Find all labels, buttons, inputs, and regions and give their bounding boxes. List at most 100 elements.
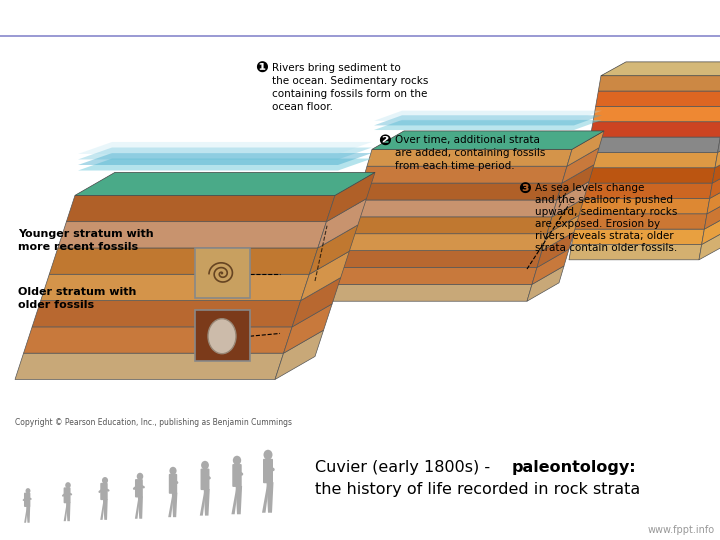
Polygon shape (342, 234, 547, 251)
FancyBboxPatch shape (24, 492, 30, 507)
Polygon shape (537, 232, 574, 267)
Polygon shape (562, 148, 599, 183)
Polygon shape (332, 267, 537, 285)
Polygon shape (374, 120, 602, 130)
FancyBboxPatch shape (168, 474, 177, 494)
Text: www.fppt.info: www.fppt.info (648, 525, 715, 535)
Polygon shape (542, 215, 579, 251)
FancyBboxPatch shape (263, 459, 273, 483)
Text: paleontology:: paleontology: (512, 460, 636, 475)
Polygon shape (527, 266, 564, 301)
Text: and the sealloor is pushed: and the sealloor is pushed (535, 195, 673, 205)
Ellipse shape (66, 482, 71, 488)
Ellipse shape (102, 477, 108, 484)
FancyBboxPatch shape (135, 479, 143, 497)
Ellipse shape (208, 319, 236, 354)
Polygon shape (710, 169, 720, 198)
Polygon shape (326, 172, 375, 221)
Polygon shape (601, 62, 720, 76)
Text: Cuvier (early 1800s) -: Cuvier (early 1800s) - (315, 460, 495, 475)
Polygon shape (24, 327, 292, 353)
Polygon shape (318, 199, 366, 248)
Polygon shape (275, 330, 323, 380)
Text: ❷: ❷ (378, 133, 391, 147)
Polygon shape (195, 248, 250, 299)
Text: rivers reveals strata; older: rivers reveals strata; older (535, 231, 674, 241)
Polygon shape (135, 496, 140, 519)
Polygon shape (172, 493, 177, 517)
Polygon shape (231, 486, 238, 514)
Polygon shape (15, 353, 284, 380)
Polygon shape (569, 245, 702, 260)
Polygon shape (347, 217, 552, 234)
Polygon shape (195, 310, 250, 361)
Text: Older stratum with: Older stratum with (18, 287, 136, 297)
Polygon shape (66, 502, 71, 521)
Polygon shape (593, 106, 720, 122)
Polygon shape (575, 214, 707, 229)
Polygon shape (567, 131, 604, 166)
Polygon shape (262, 482, 269, 512)
Text: ❸: ❸ (518, 180, 531, 195)
Ellipse shape (137, 472, 143, 480)
FancyBboxPatch shape (100, 483, 108, 500)
Polygon shape (357, 183, 562, 200)
Polygon shape (532, 249, 569, 285)
Polygon shape (24, 506, 28, 523)
Polygon shape (595, 91, 720, 106)
FancyBboxPatch shape (233, 464, 242, 487)
Polygon shape (78, 147, 372, 159)
Polygon shape (41, 274, 310, 301)
Polygon shape (78, 153, 372, 165)
Polygon shape (374, 115, 602, 125)
Polygon shape (49, 248, 318, 274)
Polygon shape (585, 152, 718, 168)
Ellipse shape (25, 488, 30, 494)
Polygon shape (58, 221, 326, 248)
Text: are exposed. Erosion by: are exposed. Erosion by (535, 219, 660, 229)
Polygon shape (707, 185, 720, 214)
Polygon shape (100, 499, 105, 520)
Polygon shape (374, 111, 602, 121)
FancyBboxPatch shape (200, 469, 210, 490)
Polygon shape (235, 486, 242, 514)
Text: ❶: ❶ (255, 61, 268, 76)
Text: Younger stratum with: Younger stratum with (18, 229, 153, 239)
Ellipse shape (264, 450, 272, 460)
Ellipse shape (201, 461, 209, 470)
Text: the ocean. Sedimentary rocks: the ocean. Sedimentary rocks (272, 76, 428, 86)
Polygon shape (590, 122, 720, 137)
Polygon shape (78, 142, 372, 154)
Polygon shape (168, 493, 174, 517)
Polygon shape (715, 139, 720, 168)
Text: Copyright © Pearson Education, Inc., publishing as Benjamin Cummings: Copyright © Pearson Education, Inc., pub… (15, 418, 292, 428)
Polygon shape (582, 168, 715, 183)
Text: from each time period.: from each time period. (395, 161, 515, 171)
Polygon shape (699, 231, 720, 260)
Ellipse shape (233, 456, 241, 465)
Polygon shape (547, 198, 584, 234)
Polygon shape (704, 200, 720, 229)
Polygon shape (63, 502, 68, 521)
Polygon shape (103, 499, 108, 520)
Polygon shape (588, 137, 720, 152)
Polygon shape (367, 150, 572, 166)
Text: Formation of sedimentary rock and deposition of fossils from different time peri: Formation of sedimentary rock and deposi… (9, 10, 720, 28)
Polygon shape (204, 489, 210, 516)
Polygon shape (577, 198, 710, 214)
Text: containing fossils form on the: containing fossils form on the (272, 89, 428, 99)
Polygon shape (27, 506, 30, 523)
Polygon shape (712, 154, 720, 183)
Polygon shape (32, 301, 301, 327)
Polygon shape (372, 131, 604, 150)
Text: more recent fossils: more recent fossils (18, 242, 138, 252)
Text: As sea levels change: As sea levels change (535, 183, 644, 193)
Text: ocean floor.: ocean floor. (272, 102, 333, 112)
Polygon shape (75, 172, 375, 195)
Text: upward, sedimentary rocks: upward, sedimentary rocks (535, 207, 678, 217)
Polygon shape (266, 482, 274, 512)
Polygon shape (337, 251, 542, 267)
Polygon shape (572, 229, 704, 245)
FancyBboxPatch shape (63, 487, 71, 503)
Text: the history of life recorded in rock strata: the history of life recorded in rock str… (315, 482, 640, 497)
